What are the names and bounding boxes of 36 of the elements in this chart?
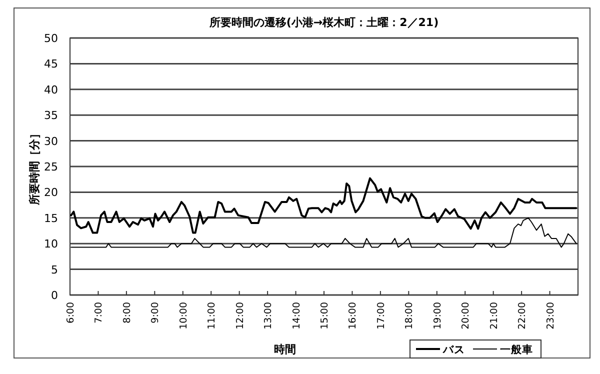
x-tick-label: 6:00	[66, 302, 76, 324]
x-tick-label: 14:00	[291, 302, 302, 330]
y-tick-label: 20	[44, 186, 58, 200]
x-tick-label: 23:00	[545, 302, 556, 330]
line-series	[70, 177, 578, 234]
y-tick-label: 50	[44, 32, 58, 45]
x-tick-label: 13:00	[263, 302, 274, 330]
y-tick-label: 25	[44, 160, 58, 174]
y-tick-label: 40	[44, 83, 58, 96]
x-tick-label: 19:00	[432, 302, 444, 330]
x-axis-title: 時間	[274, 343, 296, 356]
x-tick-label: 17:00	[376, 302, 387, 330]
x-tick-label: 9:00	[150, 302, 162, 324]
x-tick-label: 16:00	[348, 302, 359, 330]
legend-label: バス	[442, 344, 465, 356]
x-tick-label: 7:00	[94, 302, 105, 324]
y-axis-title: 所要時間［分］	[28, 128, 41, 206]
x-tick-label: 21:00	[488, 302, 500, 330]
y-tick-label: 5	[51, 263, 58, 276]
line-series	[70, 217, 577, 248]
x-tick-label: 8:00	[122, 302, 133, 324]
y-tick-label: 35	[44, 109, 58, 122]
legend-label: 一般車	[500, 343, 533, 356]
y-tick-label: 45	[44, 58, 58, 71]
y-tick-label: 30	[44, 134, 58, 148]
y-tick-label: 0	[51, 289, 58, 302]
x-tick-label: 15:00	[320, 302, 330, 330]
x-tick-label: 11:00	[206, 302, 218, 330]
y-tick-label: 10	[44, 238, 58, 251]
x-tick-label: 22:00	[517, 302, 528, 330]
chart-title: 所要時間の遷移(小港→桜木町：土曜：2／21)	[208, 16, 439, 29]
x-tick-label: 12:00	[234, 302, 246, 330]
x-tick-label: 20:00	[460, 302, 472, 330]
y-tick-label: 15	[44, 212, 58, 225]
x-tick-label: 18:00	[404, 302, 416, 330]
x-tick-label: 10:00	[178, 302, 190, 330]
